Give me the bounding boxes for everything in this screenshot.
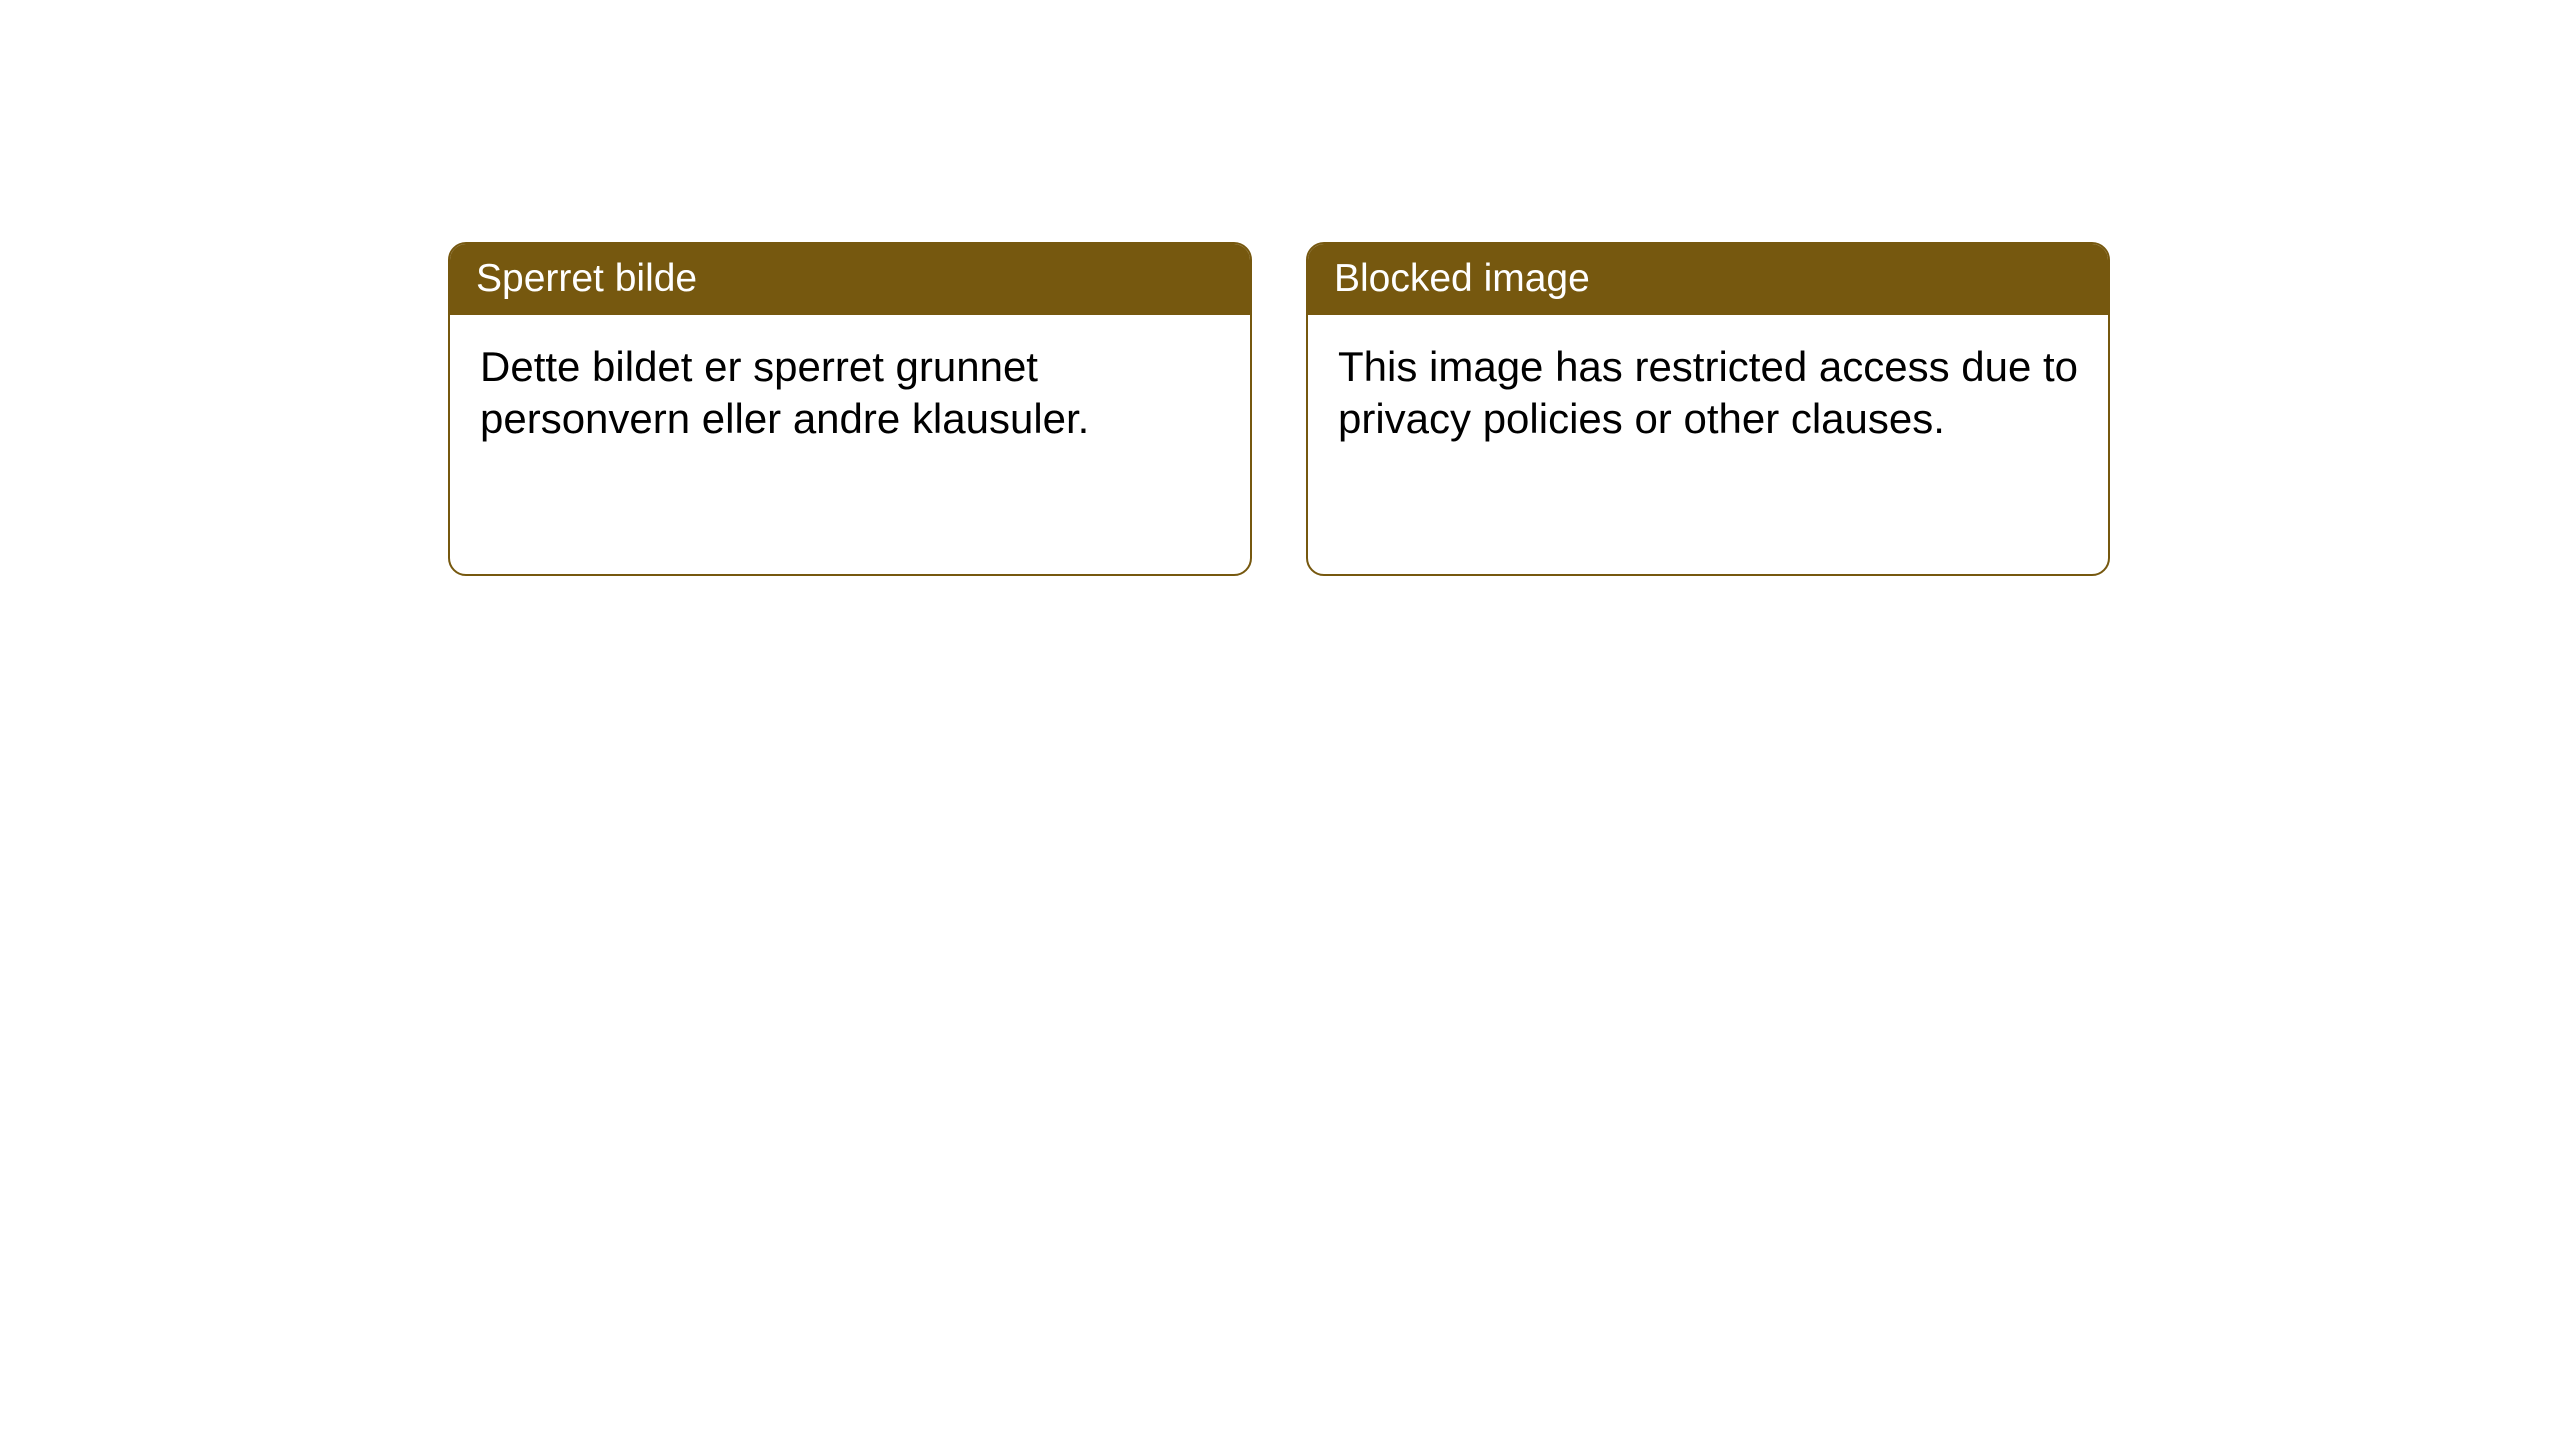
notice-card-norwegian: Sperret bilde Dette bildet er sperret gr…	[448, 242, 1252, 576]
card-header: Blocked image	[1308, 244, 2108, 315]
card-body: Dette bildet er sperret grunnet personve…	[450, 315, 1250, 472]
notice-card-container: Sperret bilde Dette bildet er sperret gr…	[448, 242, 2110, 576]
notice-card-english: Blocked image This image has restricted …	[1306, 242, 2110, 576]
card-body: This image has restricted access due to …	[1308, 315, 2108, 472]
card-header: Sperret bilde	[450, 244, 1250, 315]
